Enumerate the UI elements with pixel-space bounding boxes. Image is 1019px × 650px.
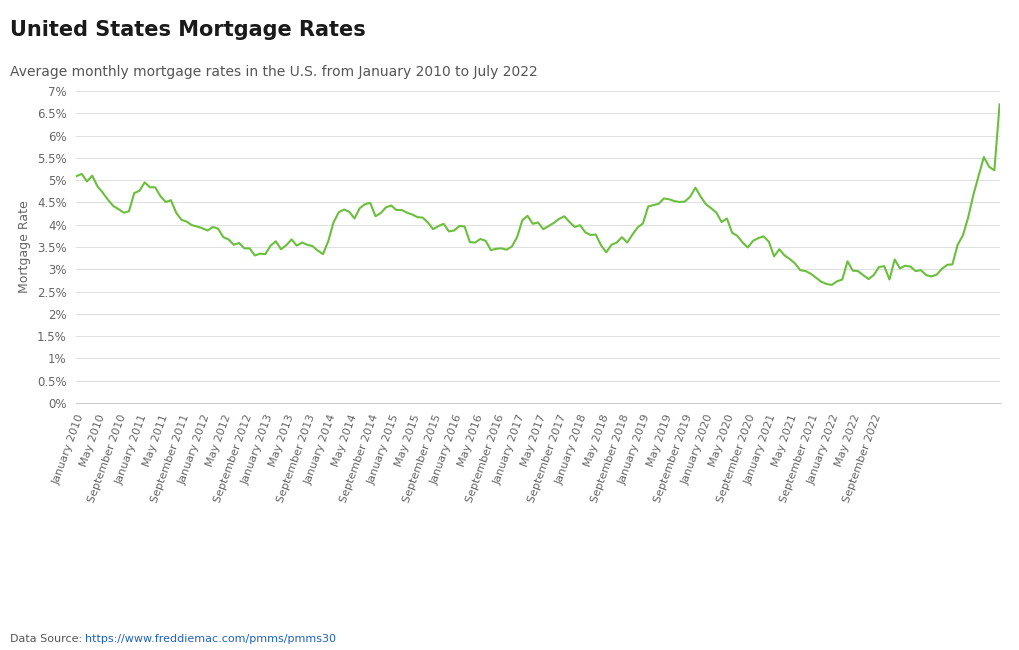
- Y-axis label: Mortgage Rate: Mortgage Rate: [18, 201, 32, 293]
- Text: Average monthly mortgage rates in the U.S. from January 2010 to July 2022: Average monthly mortgage rates in the U.…: [10, 65, 537, 79]
- Text: https://www.freddiemac.com/pmms/pmms30: https://www.freddiemac.com/pmms/pmms30: [85, 634, 335, 644]
- Text: United States Mortgage Rates: United States Mortgage Rates: [10, 20, 366, 40]
- Text: Data Source:: Data Source:: [10, 634, 86, 644]
